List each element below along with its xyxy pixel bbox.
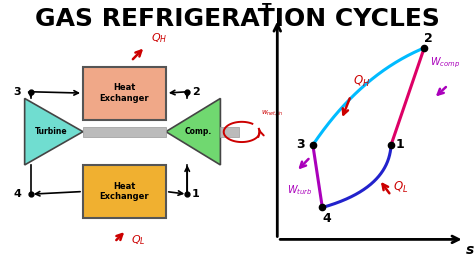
Text: Heat
Exchanger: Heat Exchanger [100, 84, 149, 103]
Text: 3: 3 [297, 139, 305, 151]
Text: Heat
Exchanger: Heat Exchanger [100, 182, 149, 201]
Text: $Q_H$: $Q_H$ [353, 74, 370, 89]
Text: GAS REFRIGERATION CYCLES: GAS REFRIGERATION CYCLES [35, 7, 439, 31]
FancyBboxPatch shape [83, 66, 166, 120]
Polygon shape [25, 98, 83, 165]
Text: 4: 4 [323, 212, 331, 225]
Text: $Q_L$: $Q_L$ [131, 233, 146, 247]
Text: 1: 1 [192, 189, 200, 199]
Text: Turbine: Turbine [35, 127, 68, 136]
Text: 2: 2 [424, 32, 432, 45]
Text: 3: 3 [14, 87, 21, 97]
Text: $Q_L$: $Q_L$ [393, 180, 409, 195]
Polygon shape [166, 98, 220, 165]
Text: 2: 2 [192, 87, 200, 97]
Text: s: s [466, 243, 474, 257]
Text: 4: 4 [14, 189, 21, 199]
Text: $W_{turb}$: $W_{turb}$ [287, 184, 312, 197]
Text: Comp.: Comp. [184, 127, 211, 136]
Text: $w_{net,in}$: $w_{net,in}$ [261, 108, 283, 117]
FancyBboxPatch shape [220, 127, 239, 137]
FancyBboxPatch shape [83, 127, 166, 137]
FancyBboxPatch shape [83, 165, 166, 218]
Text: 1: 1 [395, 139, 404, 151]
Text: $Q_H$: $Q_H$ [151, 31, 168, 45]
Text: T: T [262, 2, 272, 16]
Text: $W_{comp}$: $W_{comp}$ [430, 56, 460, 70]
